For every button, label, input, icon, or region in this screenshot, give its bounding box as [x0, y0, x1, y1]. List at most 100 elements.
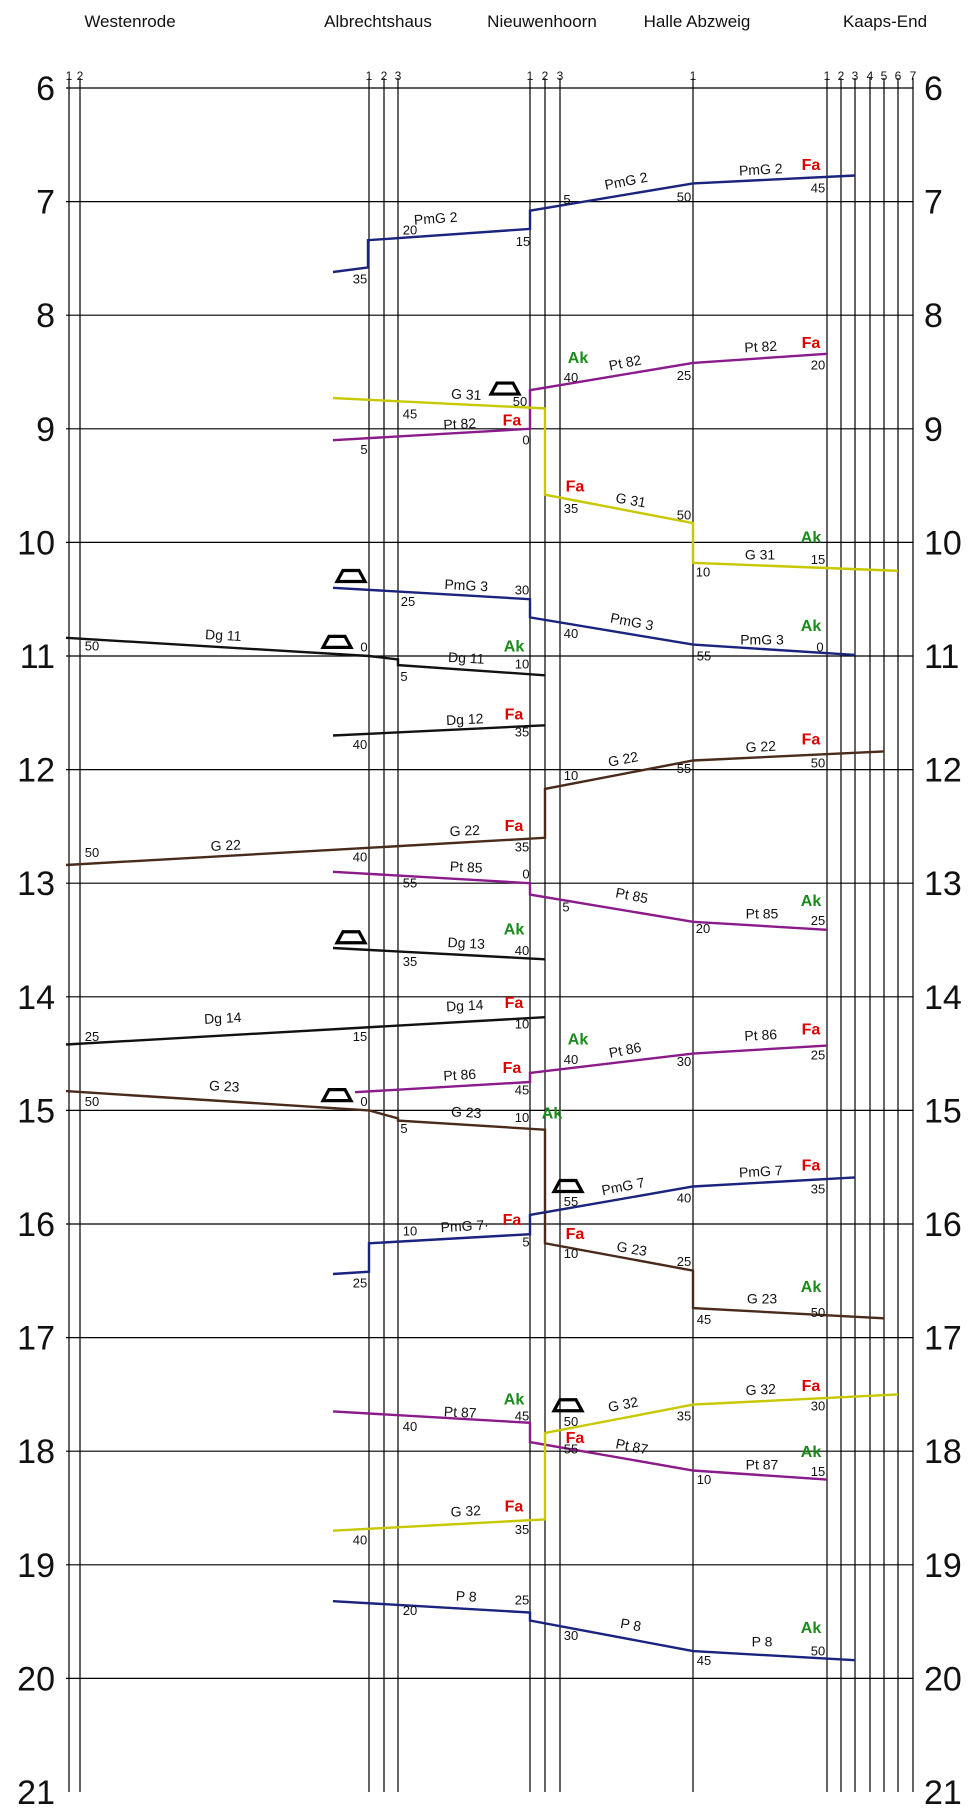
minute-label: 0: [360, 639, 367, 654]
minute-label: 10: [696, 564, 710, 579]
station-name: Kaaps-End: [843, 12, 927, 31]
track-number: 2: [381, 69, 388, 83]
hour-label-right: 19: [924, 1547, 962, 1585]
hour-label-right: 17: [924, 1320, 962, 1358]
minute-label: 35: [677, 1409, 691, 1424]
tag-ak: Ak: [801, 1620, 822, 1637]
train-label: PmG 7: [600, 1174, 646, 1198]
minute-label: 15: [353, 1029, 367, 1044]
train-label: G 22: [449, 822, 480, 840]
train-label: G 31: [451, 385, 482, 403]
train-path: [332, 946, 546, 961]
tag-fa: Fa: [566, 1430, 585, 1447]
train-label: G 32: [450, 1502, 481, 1520]
train-label: Dg 11: [205, 626, 242, 644]
track-number: 7: [910, 69, 917, 83]
tag-fa: Fa: [566, 1226, 585, 1243]
minute-label: 50: [513, 394, 527, 409]
minute-label: 50: [85, 1094, 99, 1109]
hour-label-left: 10: [17, 524, 55, 562]
minute-label: 30: [564, 1628, 578, 1643]
minute-label: 5: [400, 669, 407, 684]
hour-label-left: 9: [36, 411, 55, 449]
hour-label-left: 13: [17, 865, 55, 903]
hour-label-right: 13: [924, 865, 962, 903]
train-label: P 8: [752, 1634, 773, 1650]
train-labels: PmG 2 PmG 2 PmG 2 Pt 82 Pt 82 G 31 Pt 82 G 31 G …: [204, 160, 784, 1649]
train-path: [332, 174, 856, 274]
train-path: [332, 1176, 856, 1276]
hour-label-left: 20: [17, 1660, 55, 1698]
minute-label: 15: [811, 552, 825, 567]
minute-label: 25: [811, 1047, 825, 1062]
train-label: Pt 85: [450, 858, 484, 876]
minute-label: 35: [564, 501, 578, 516]
minute-label: 0: [522, 867, 529, 882]
train-paths: [65, 174, 899, 1662]
train-label: PmG 2: [739, 160, 784, 178]
train-label: Pt 82: [607, 352, 642, 374]
train-path: [332, 352, 828, 442]
train-path: [354, 1044, 828, 1094]
hour-label-left: 11: [20, 638, 55, 676]
track-number: 6: [895, 69, 902, 83]
tag-fa: Fa: [566, 478, 585, 495]
train-label: G 32: [745, 1381, 776, 1399]
train-label: Pt 82: [443, 415, 477, 433]
track-number: 3: [395, 69, 402, 83]
hour-label-right: 6: [924, 70, 943, 108]
track-number: 1: [824, 69, 831, 83]
hour-label-right: 7: [924, 184, 943, 222]
minute-label: 40: [677, 1190, 691, 1205]
station-name: Halle Abzweig: [644, 12, 751, 31]
train-label: PmG 2: [413, 209, 458, 228]
hour-label-left: 21: [17, 1774, 55, 1811]
train-label: Dg 14: [204, 1009, 242, 1027]
train-label: Dg 11: [448, 649, 485, 667]
train-label: PmG 3: [609, 610, 655, 634]
train-label: G 31: [745, 546, 776, 562]
tag-ak: Ak: [801, 618, 822, 635]
train-label: Pt 82: [744, 338, 778, 356]
minute-label: 35: [515, 725, 529, 740]
train-label: PmG 2: [603, 169, 649, 193]
hour-label-left: 8: [36, 297, 55, 335]
minute-label: 40: [564, 626, 578, 641]
train-label: G 23: [209, 1077, 240, 1095]
train-path: [332, 1410, 828, 1481]
train-label: Dg 14: [446, 996, 484, 1014]
minute-label: 10: [515, 1017, 529, 1032]
hour-label-left: 16: [17, 1206, 55, 1244]
hour-label-left: 7: [36, 184, 55, 222]
tag-ak: Ak: [801, 893, 822, 910]
train-label: Pt 87: [444, 1403, 478, 1421]
minute-label: 45: [811, 181, 825, 196]
minute-label: 40: [353, 1532, 367, 1547]
minute-label: 10: [697, 1472, 711, 1487]
train-label: PmG 7·: [440, 1217, 489, 1236]
train-label: Pt 86: [443, 1066, 477, 1084]
minute-label: 25: [353, 1276, 367, 1291]
minute-label: 50: [811, 755, 825, 770]
hour-label-right: 14: [924, 979, 962, 1017]
train-label: Dg 13: [447, 934, 485, 952]
hour-label-right: 12: [924, 752, 962, 790]
train-path: [332, 586, 856, 657]
minute-label: 45: [697, 1653, 711, 1668]
minute-label: 25: [515, 1593, 529, 1608]
minute-label: 35: [353, 271, 367, 286]
minute-label: 45: [515, 1409, 529, 1424]
train-label: Pt 86: [607, 1039, 642, 1061]
tag-fa: Fa: [802, 1158, 821, 1175]
tag-fa: Fa: [503, 412, 522, 429]
tag-ak: Ak: [504, 638, 525, 655]
train-label: G 22: [607, 748, 640, 770]
minute-label: 30: [677, 1054, 691, 1069]
hour-label-right: 15: [924, 1092, 962, 1130]
minute-label: 25: [811, 913, 825, 928]
minute-label: 5: [360, 442, 367, 457]
platform-icon: [320, 634, 354, 649]
track-number: 3: [852, 69, 859, 83]
tag-ak: Ak: [504, 1392, 525, 1409]
